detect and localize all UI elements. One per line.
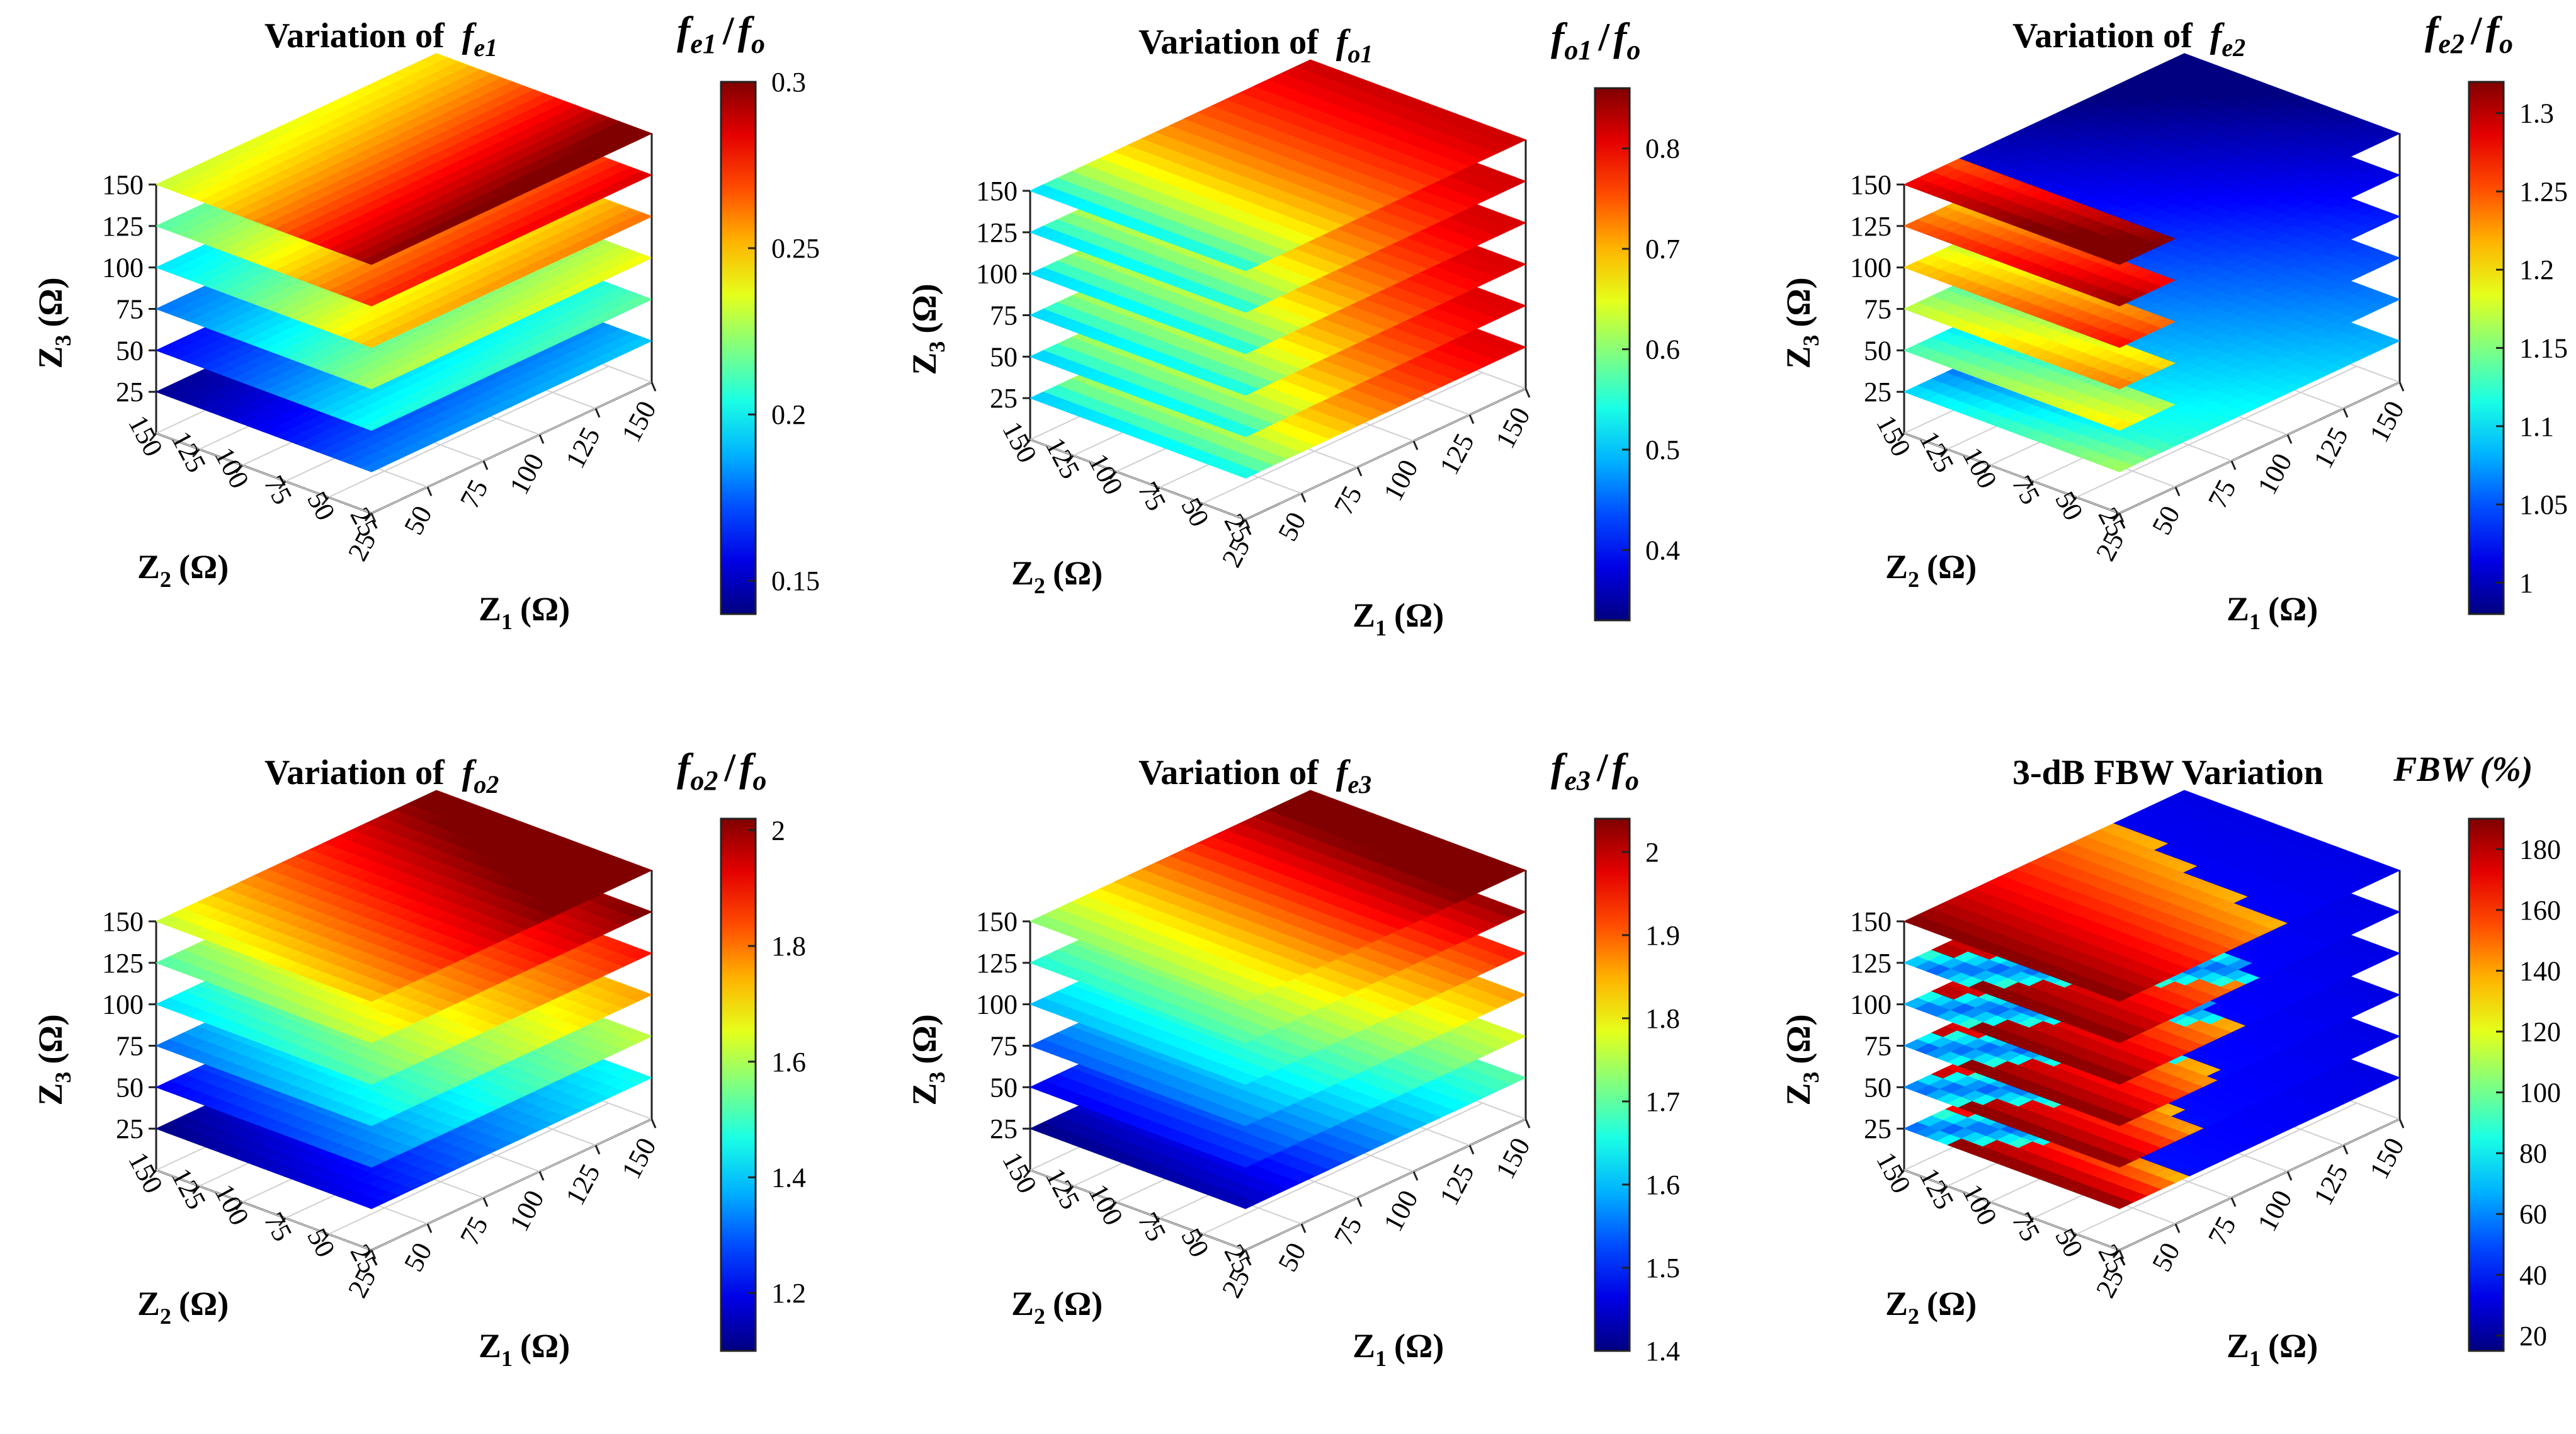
z1-tick-label: 75 [1328, 481, 1368, 520]
z1-axis-label: Z1 (Ω) [1353, 596, 1444, 640]
chart-title: Variation of fe1 [264, 16, 497, 62]
colorbar [1594, 87, 1631, 622]
z2-tick-label: 150 [122, 410, 169, 461]
z2-tick-label: 75 [258, 470, 298, 509]
colorbar [720, 81, 757, 615]
z2-axis-label: Z2 (Ω) [1011, 554, 1103, 598]
floor-grid-line [156, 433, 372, 514]
z2-tick-label: 100 [208, 442, 255, 493]
floor-grid-line [328, 365, 610, 498]
z1-tick [594, 408, 601, 418]
z1-tick [426, 486, 433, 496]
z3-tick-label: 100 [976, 259, 1018, 290]
z3-tick-label: 150 [976, 176, 1018, 207]
z3-tick-label: 125 [102, 211, 144, 242]
z2-tick-label: 50 [1175, 492, 1215, 532]
z1-tick [1468, 414, 1475, 424]
z1-tick-label: 125 [1434, 428, 1480, 479]
colorbar-tick-label: 0.8 [1645, 134, 1680, 164]
z3-tick-label: 100 [102, 253, 144, 283]
z1-tick [482, 460, 489, 470]
z1-tick-label: 50 [398, 501, 438, 540]
floor-grid-line [371, 382, 652, 514]
colorbar-tick-label: 0.5 [1645, 435, 1680, 465]
z1-tick [650, 382, 657, 392]
z1-tick [538, 434, 545, 444]
z2-tick-label: 150 [996, 416, 1043, 467]
colorbar-tick-label: 0.3 [771, 67, 806, 98]
colorbar-label: fo1/fo [1551, 14, 1640, 65]
z1-tick-label: 150 [616, 396, 662, 447]
z3-axis-label: Z3(Ω) [905, 283, 950, 375]
z3-tick-label: 150 [102, 169, 144, 200]
colorbar-tick-label: 0.7 [1645, 234, 1680, 265]
z2-tick-label: 125 [1040, 433, 1086, 484]
z2-axis-label: Z2 (Ω) [137, 548, 229, 592]
z3-axis-label: Z3(Ω) [31, 277, 76, 368]
z1-tick-label: 50 [1272, 507, 1312, 546]
chart-title: Variation of fo1 [1138, 23, 1373, 68]
z3-tick-label: 25 [116, 377, 144, 407]
z3-tick-label: 50 [116, 335, 144, 366]
z1-tick-label: 125 [560, 422, 606, 473]
colorbar-label: fe1/fo [677, 8, 765, 59]
z2-tick-label: 125 [166, 426, 212, 477]
z2-tick-label: 100 [1082, 448, 1129, 499]
colorbar-tick-label: 0.25 [771, 233, 820, 264]
z3-tick-label: 125 [976, 217, 1018, 248]
z1-tick-label: 75 [454, 474, 494, 513]
z3-tick-label: 75 [116, 294, 144, 325]
z2-tick-label: 75 [1132, 477, 1172, 516]
z1-tick [1524, 388, 1531, 398]
z2-tick-label: 50 [301, 486, 341, 525]
colorbar-tick-label: 0.4 [1645, 535, 1680, 566]
z1-tick [1356, 467, 1363, 477]
colorbar-tick-label: 0.15 [771, 566, 820, 596]
z1-tick-label: 150 [1490, 402, 1536, 453]
z1-tick [1412, 440, 1419, 450]
colorbar-tick-label: 0.2 [771, 399, 806, 430]
colorbar-tick-label: 0.6 [1645, 334, 1680, 365]
z3-tick-label: 75 [990, 300, 1018, 331]
z1-tick-label: 100 [1378, 455, 1424, 506]
z1-axis-label: Z1 (Ω) [479, 590, 570, 634]
z1-tick-label: 100 [504, 448, 550, 499]
z3-tick-label: 25 [990, 383, 1018, 414]
z1-tick [1300, 492, 1307, 503]
z3-tick-label: 50 [990, 341, 1018, 372]
